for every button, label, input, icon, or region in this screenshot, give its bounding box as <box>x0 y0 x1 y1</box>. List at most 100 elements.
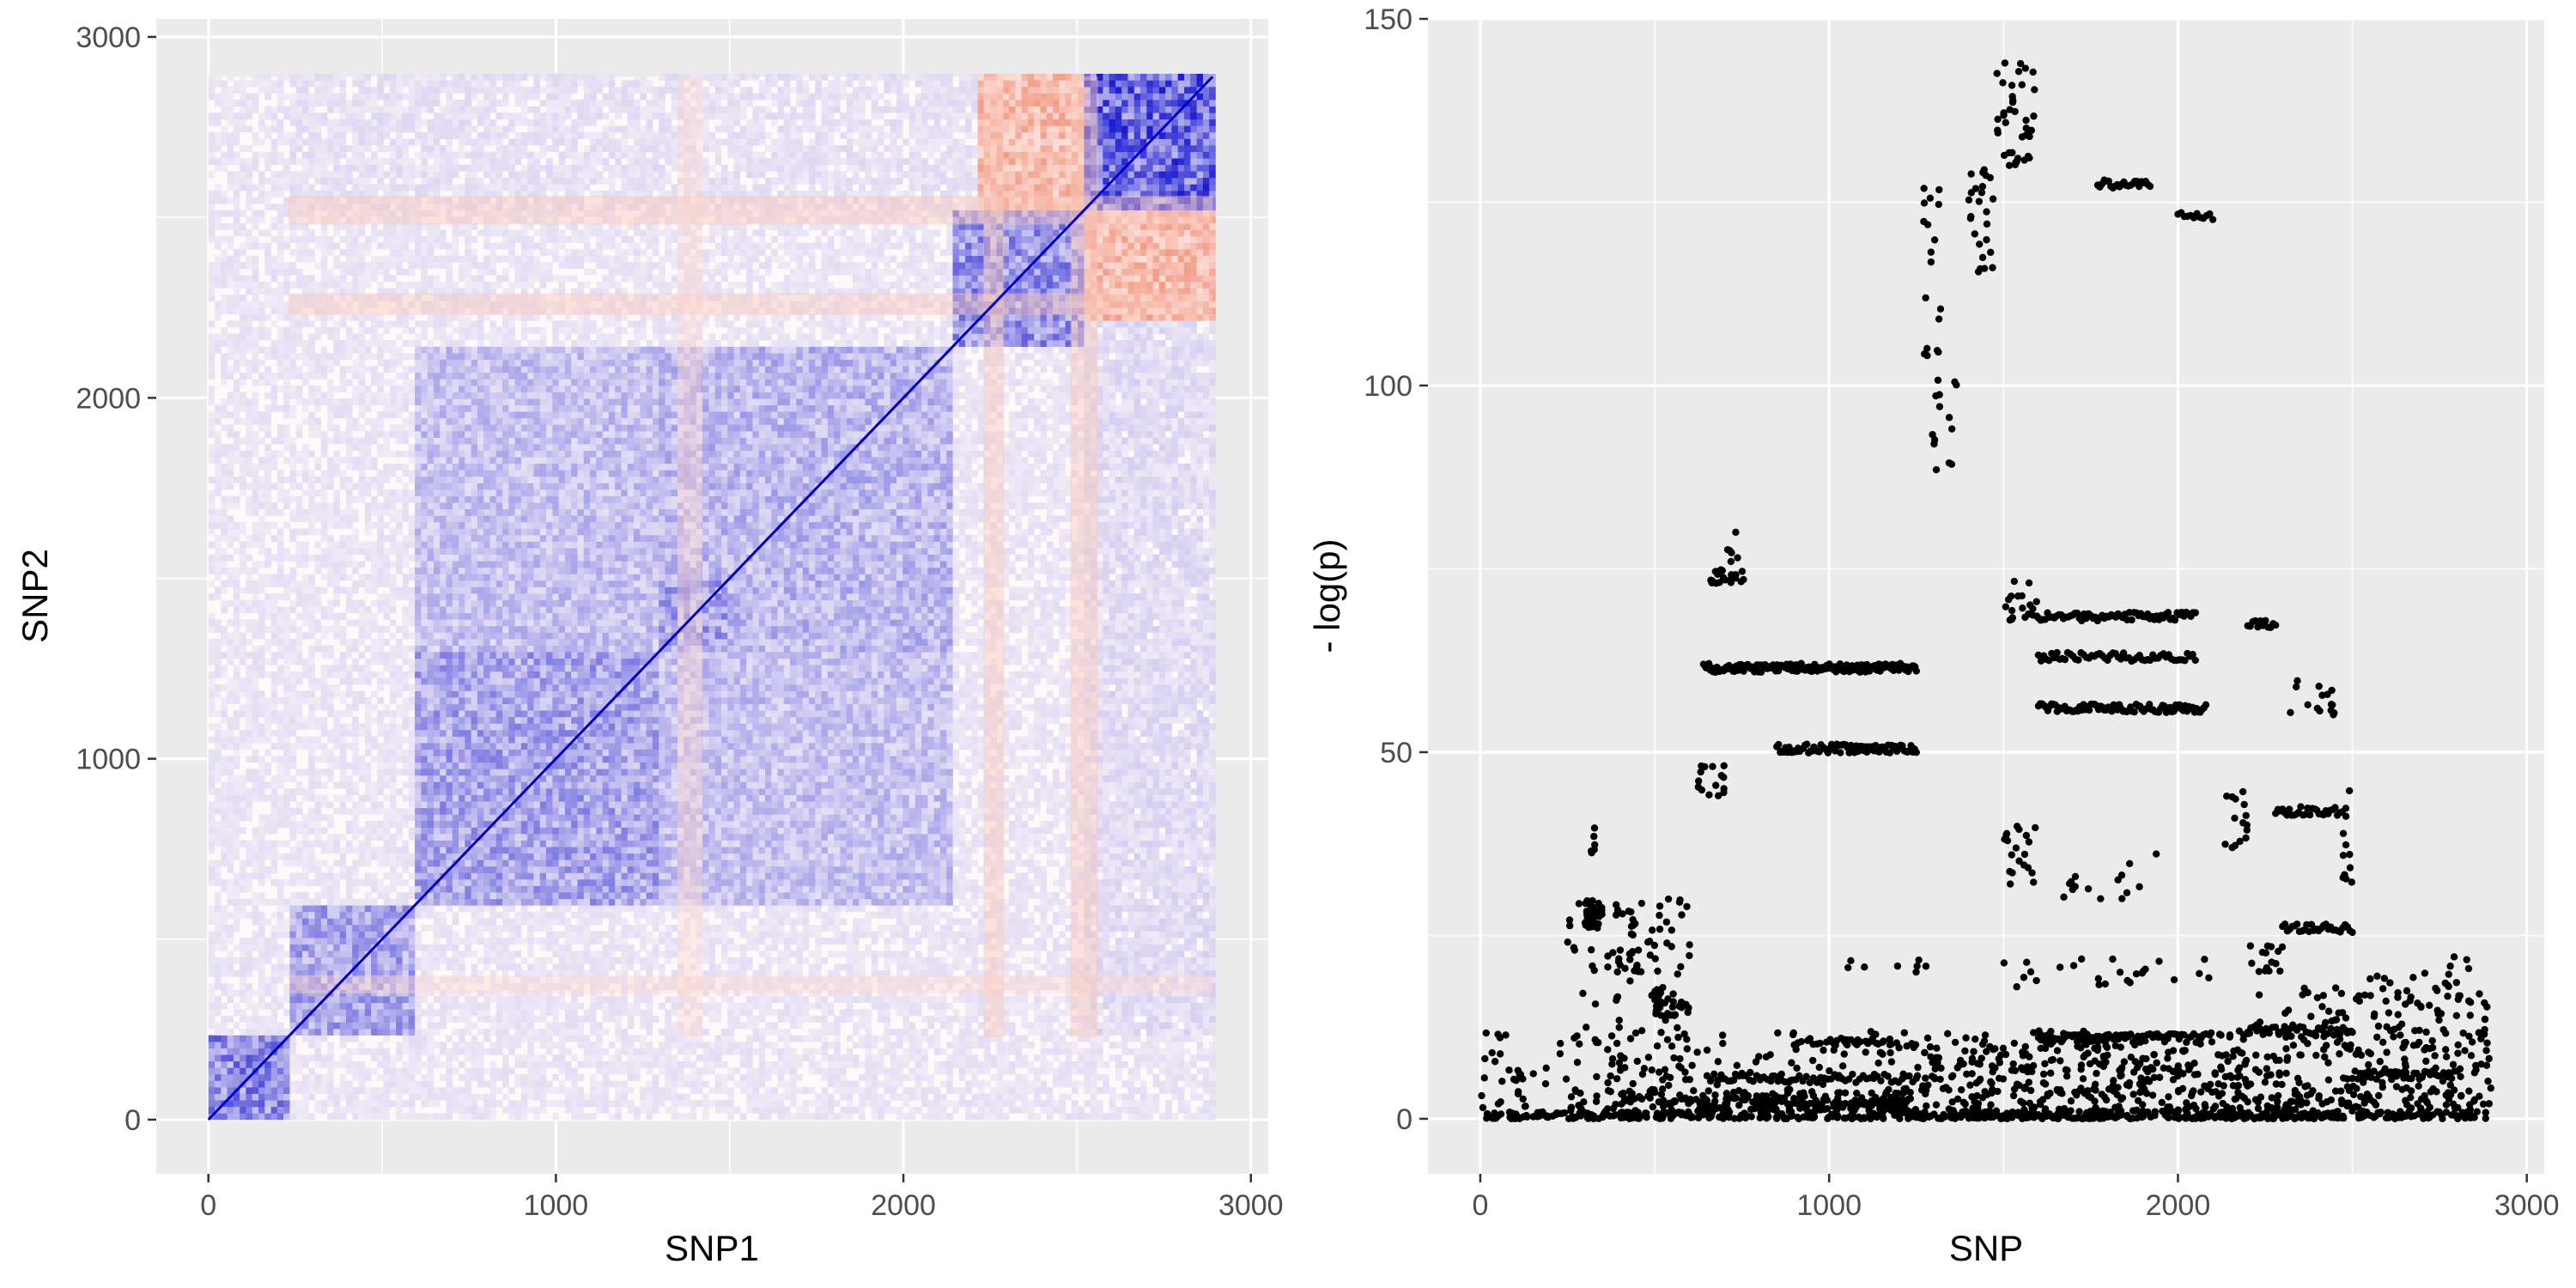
heatmap-cell <box>408 723 416 731</box>
heatmap-cell <box>320 392 328 399</box>
heatmap-cell <box>333 450 340 458</box>
heatmap-cell <box>314 743 322 750</box>
heatmap-cell <box>208 340 216 347</box>
heatmap-cell <box>295 1067 303 1075</box>
heatmap-cell <box>246 177 252 185</box>
heatmap-cell <box>252 437 259 445</box>
heatmap-cell <box>314 697 322 705</box>
heatmap-cell <box>295 197 303 204</box>
heatmap-cell <box>276 242 284 250</box>
heatmap-cell <box>240 807 246 815</box>
heatmap-cell <box>433 528 440 536</box>
heatmap-cell <box>240 1106 246 1114</box>
heatmap-cell <box>408 326 416 334</box>
heatmap-cell <box>264 1113 271 1121</box>
heatmap-cell <box>252 1035 259 1042</box>
heatmap-cell <box>208 658 216 665</box>
heatmap-cell <box>283 983 290 990</box>
heatmap-cell <box>308 521 315 529</box>
heatmap-cell <box>320 1106 328 1114</box>
heatmap-cell <box>383 106 391 113</box>
heatmap-cell <box>240 1113 246 1121</box>
heatmap-cell <box>289 93 296 100</box>
heatmap-cell <box>383 430 391 438</box>
heatmap-cell <box>358 801 366 809</box>
heatmap-cell <box>358 326 366 334</box>
heatmap-cell <box>421 820 428 828</box>
heatmap-cell <box>227 1080 234 1088</box>
heatmap-cell <box>383 242 391 250</box>
heatmap-cell <box>320 924 328 932</box>
heatmap-cell <box>233 1080 240 1088</box>
heatmap-cell <box>446 938 453 945</box>
heatmap-cell <box>258 229 265 237</box>
heatmap-cell <box>240 353 246 361</box>
heatmap-cell <box>301 743 309 750</box>
heatmap-cell <box>214 255 222 263</box>
heatmap-cell <box>383 255 391 263</box>
heatmap-cell <box>214 541 222 549</box>
heatmap-cell <box>276 996 284 1004</box>
heatmap-cell <box>402 450 410 458</box>
heatmap-cell <box>377 885 384 893</box>
heatmap-cell <box>396 756 403 763</box>
heatmap-cell <box>289 911 296 919</box>
heatmap-cell <box>264 1022 271 1030</box>
heatmap-cell <box>408 989 416 997</box>
heatmap-cell <box>415 807 422 815</box>
heatmap-cell <box>389 1087 397 1094</box>
heatmap-cell <box>427 404 434 412</box>
heatmap-cell <box>301 1100 309 1108</box>
heatmap-cell <box>427 905 434 913</box>
heatmap-cell <box>433 483 440 490</box>
heatmap-cell <box>433 847 440 854</box>
heatmap-cell <box>270 1015 278 1023</box>
heatmap-cell <box>339 1054 347 1062</box>
heatmap-cell <box>377 197 384 204</box>
heatmap-cell <box>214 801 222 809</box>
heatmap-cell <box>345 307 353 315</box>
heatmap-cell <box>421 599 428 607</box>
heatmap-cell <box>276 801 284 809</box>
heatmap-cell <box>208 775 216 782</box>
heatmap-cell <box>408 255 416 263</box>
heatmap-cell <box>352 437 359 445</box>
heatmap-cell <box>339 515 347 523</box>
heatmap-cell <box>327 268 334 276</box>
heatmap-cell <box>258 1042 265 1049</box>
heatmap-cell <box>264 983 271 990</box>
heatmap-cell <box>446 1113 453 1121</box>
heatmap-cell <box>345 1035 353 1042</box>
heatmap-cell <box>389 736 397 744</box>
heatmap-cell <box>389 632 397 640</box>
heatmap-cell <box>214 313 222 321</box>
heatmap-cell <box>440 769 447 776</box>
heatmap-cell <box>440 762 447 769</box>
heatmap-cell <box>383 593 391 601</box>
heatmap-cell <box>408 489 416 496</box>
heatmap-cell <box>221 879 228 886</box>
heatmap-cell <box>208 151 216 159</box>
heatmap-cell <box>320 372 328 380</box>
heatmap-cell <box>214 944 222 951</box>
heatmap-cell <box>252 677 259 685</box>
heatmap-cell <box>446 268 453 276</box>
heatmap-cell <box>283 769 290 776</box>
heatmap-cell <box>258 411 265 419</box>
heatmap-cell <box>308 392 315 399</box>
heatmap-cell <box>415 1022 422 1030</box>
heatmap-cell <box>246 404 252 412</box>
heatmap-cell <box>221 1073 228 1081</box>
heatmap-cell <box>433 996 440 1004</box>
heatmap-cell <box>252 463 259 471</box>
heatmap-cell <box>295 326 303 334</box>
heatmap-cell <box>415 340 422 347</box>
heatmap-cell <box>421 690 428 698</box>
heatmap-cell <box>221 756 228 763</box>
heatmap-cell <box>339 411 347 419</box>
heatmap-cell <box>308 424 315 432</box>
heatmap-cell <box>345 743 353 750</box>
heatmap-cell <box>433 866 440 873</box>
heatmap-cell <box>314 197 322 204</box>
heatmap-cell <box>446 411 453 419</box>
